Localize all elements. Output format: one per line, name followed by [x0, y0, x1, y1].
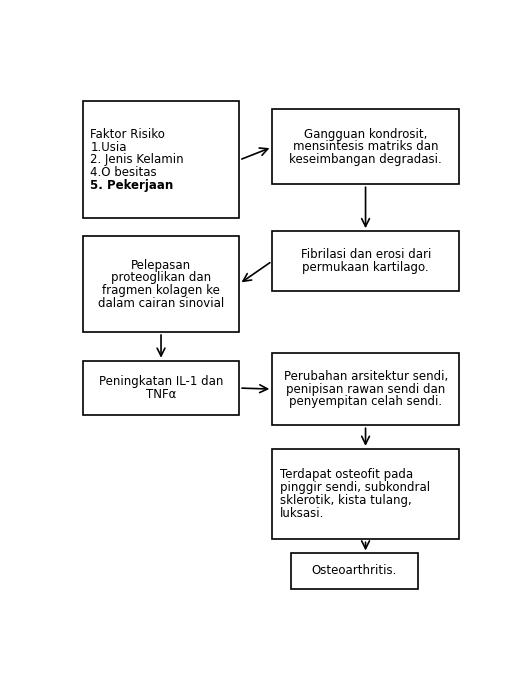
Text: TNFα: TNFα	[146, 388, 176, 400]
FancyBboxPatch shape	[83, 361, 239, 415]
Text: proteoglikan dan: proteoglikan dan	[111, 271, 211, 284]
Text: Terdapat osteofit pada: Terdapat osteofit pada	[279, 468, 413, 481]
FancyBboxPatch shape	[272, 449, 459, 539]
FancyBboxPatch shape	[272, 353, 459, 425]
FancyBboxPatch shape	[272, 231, 459, 291]
Text: Peningkatan IL-1 dan: Peningkatan IL-1 dan	[99, 375, 223, 388]
FancyBboxPatch shape	[272, 109, 459, 184]
FancyBboxPatch shape	[83, 102, 239, 218]
FancyBboxPatch shape	[83, 236, 239, 332]
Text: 1.Usia: 1.Usia	[90, 141, 127, 153]
Text: Perubahan arsitektur sendi,: Perubahan arsitektur sendi,	[284, 370, 448, 383]
Text: Gangguan kondrosit,: Gangguan kondrosit,	[304, 128, 427, 141]
Text: Pelepasan: Pelepasan	[131, 258, 191, 272]
Text: pinggir sendi, subkondral: pinggir sendi, subkondral	[279, 481, 430, 494]
Text: dalam cairan sinovial: dalam cairan sinovial	[98, 297, 224, 310]
Text: Fibrilasi dan erosi dari: Fibrilasi dan erosi dari	[301, 248, 431, 261]
Text: Faktor Risiko: Faktor Risiko	[90, 128, 165, 141]
FancyBboxPatch shape	[290, 553, 418, 589]
Text: fragmen kolagen ke: fragmen kolagen ke	[102, 284, 220, 297]
Text: keseimbangan degradasi.: keseimbangan degradasi.	[289, 153, 442, 166]
Text: luksasi.: luksasi.	[279, 507, 324, 520]
Text: penyempitan celah sendi.: penyempitan celah sendi.	[289, 395, 442, 409]
Text: 2. Jenis Kelamin: 2. Jenis Kelamin	[90, 153, 184, 166]
Text: Osteoarthritis.: Osteoarthritis.	[312, 565, 397, 577]
Text: sklerotik, kista tulang,: sklerotik, kista tulang,	[279, 494, 412, 507]
Text: penipisan rawan sendi dan: penipisan rawan sendi dan	[286, 382, 446, 396]
Text: 4.O besitas: 4.O besitas	[90, 166, 157, 179]
Text: 5. Pekerjaan: 5. Pekerjaan	[90, 179, 174, 192]
Text: mensintesis matriks dan: mensintesis matriks dan	[293, 141, 439, 153]
Text: permukaan kartilago.: permukaan kartilago.	[303, 260, 429, 274]
